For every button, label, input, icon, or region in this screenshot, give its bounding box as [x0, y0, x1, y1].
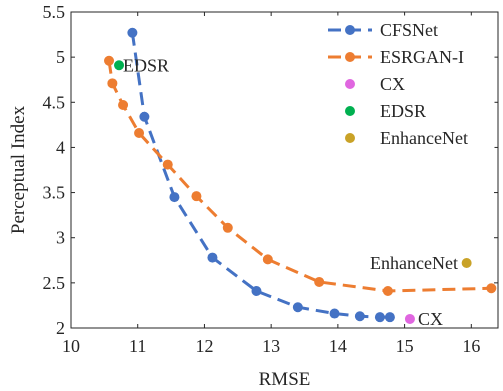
series-cx	[404, 313, 415, 324]
data-point	[104, 55, 115, 66]
data-point	[118, 99, 129, 110]
series-enhancenet	[461, 257, 472, 268]
y-axis-label: Perceptual Index	[8, 105, 29, 234]
data-point	[461, 257, 472, 268]
y-tick-label: 3	[56, 228, 65, 248]
legend-marker	[345, 52, 355, 62]
legend-marker	[345, 133, 355, 143]
data-point	[314, 276, 325, 287]
data-point	[354, 311, 365, 322]
y-tick-label: 2.5	[43, 273, 66, 293]
series-edsr	[114, 60, 125, 71]
x-tick-label: 10	[62, 336, 80, 356]
legend-label: ESRGAN-I	[380, 47, 464, 67]
data-point	[384, 312, 395, 323]
x-tick-label: 12	[195, 336, 213, 356]
legend-label: CX	[380, 74, 405, 94]
data-point	[382, 285, 393, 296]
x-tick-label: 15	[396, 336, 414, 356]
legend-entry: ESRGAN-I	[328, 47, 464, 67]
legend-marker	[345, 79, 355, 89]
data-point	[139, 111, 150, 122]
legend-marker	[345, 106, 355, 116]
data-point	[134, 127, 145, 138]
annotation-label: EDSR	[123, 55, 169, 75]
y-tick-label: 2	[56, 318, 65, 338]
legend-entry: EDSR	[345, 101, 426, 121]
data-point	[162, 159, 173, 170]
x-axis-label: RMSE	[259, 369, 311, 390]
data-point	[292, 302, 303, 313]
data-point	[262, 254, 273, 265]
legend-label: EnhanceNet	[380, 128, 468, 148]
data-point	[404, 313, 415, 324]
data-point	[374, 312, 385, 323]
legend-label: CFSNet	[380, 20, 438, 40]
x-tick-label: 11	[129, 336, 146, 356]
annotation-label: CX	[418, 309, 443, 329]
data-point	[191, 191, 202, 202]
data-point	[169, 192, 180, 203]
y-tick-label: 5.5	[43, 2, 66, 22]
data-point	[486, 283, 497, 294]
legend-entry: CX	[345, 74, 405, 94]
legend-entry: EnhanceNet	[345, 128, 468, 148]
x-tick-label: 16	[462, 336, 480, 356]
series-esrgan-i	[104, 55, 497, 296]
x-tick-label: 14	[329, 336, 347, 356]
data-point	[127, 27, 138, 38]
data-point	[114, 60, 125, 71]
data-point	[207, 252, 218, 263]
legend-label: EDSR	[380, 101, 426, 121]
data-point	[329, 308, 340, 319]
annotations: EDSR EnhanceNet CX	[123, 55, 458, 329]
legend-marker	[345, 25, 355, 35]
series-layer	[104, 27, 497, 324]
data-point	[251, 285, 262, 296]
axis-ticks: 10 11 12 13 14 15 16 2 2.5 3 3.5 4 4.5 5 5.5	[43, 2, 498, 356]
x-tick-label: 13	[262, 336, 280, 356]
y-tick-label: 3.5	[43, 183, 66, 203]
y-tick-label: 4	[56, 137, 65, 157]
y-tick-label: 5	[56, 47, 65, 67]
y-tick-label: 4.5	[43, 92, 66, 112]
legend: CFSNet ESRGAN-I CX EDSR EnhanceNet	[321, 15, 495, 160]
data-point	[222, 222, 233, 233]
data-point	[107, 78, 118, 89]
legend-entry: CFSNet	[328, 20, 438, 40]
annotation-label: EnhanceNet	[370, 253, 458, 273]
